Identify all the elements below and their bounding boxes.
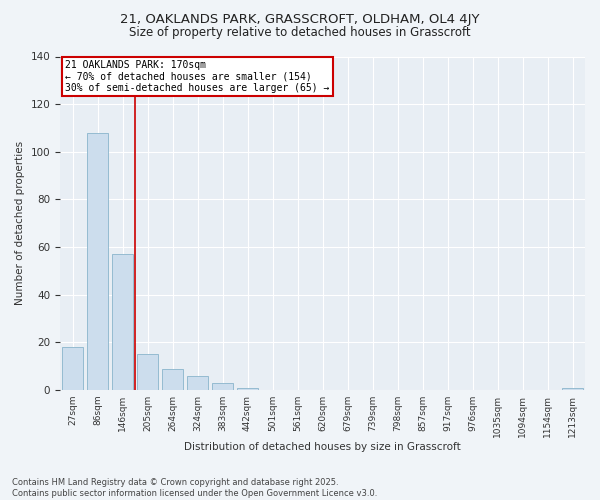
Bar [562, 388, 583, 390]
Bar [162, 368, 183, 390]
Bar [87, 132, 108, 390]
Bar [187, 376, 208, 390]
Text: 21 OAKLANDS PARK: 170sqm
← 70% of detached houses are smaller (154)
30% of semi-: 21 OAKLANDS PARK: 170sqm ← 70% of detach… [65, 60, 329, 93]
Bar [112, 254, 133, 390]
Bar [62, 347, 83, 390]
Y-axis label: Number of detached properties: Number of detached properties [15, 141, 25, 306]
X-axis label: Distribution of detached houses by size in Grasscroft: Distribution of detached houses by size … [184, 442, 461, 452]
Text: Size of property relative to detached houses in Grasscroft: Size of property relative to detached ho… [129, 26, 471, 39]
Bar [237, 388, 258, 390]
Text: Contains HM Land Registry data © Crown copyright and database right 2025.
Contai: Contains HM Land Registry data © Crown c… [12, 478, 377, 498]
Bar [137, 354, 158, 390]
Bar [212, 383, 233, 390]
Text: 21, OAKLANDS PARK, GRASSCROFT, OLDHAM, OL4 4JY: 21, OAKLANDS PARK, GRASSCROFT, OLDHAM, O… [120, 12, 480, 26]
